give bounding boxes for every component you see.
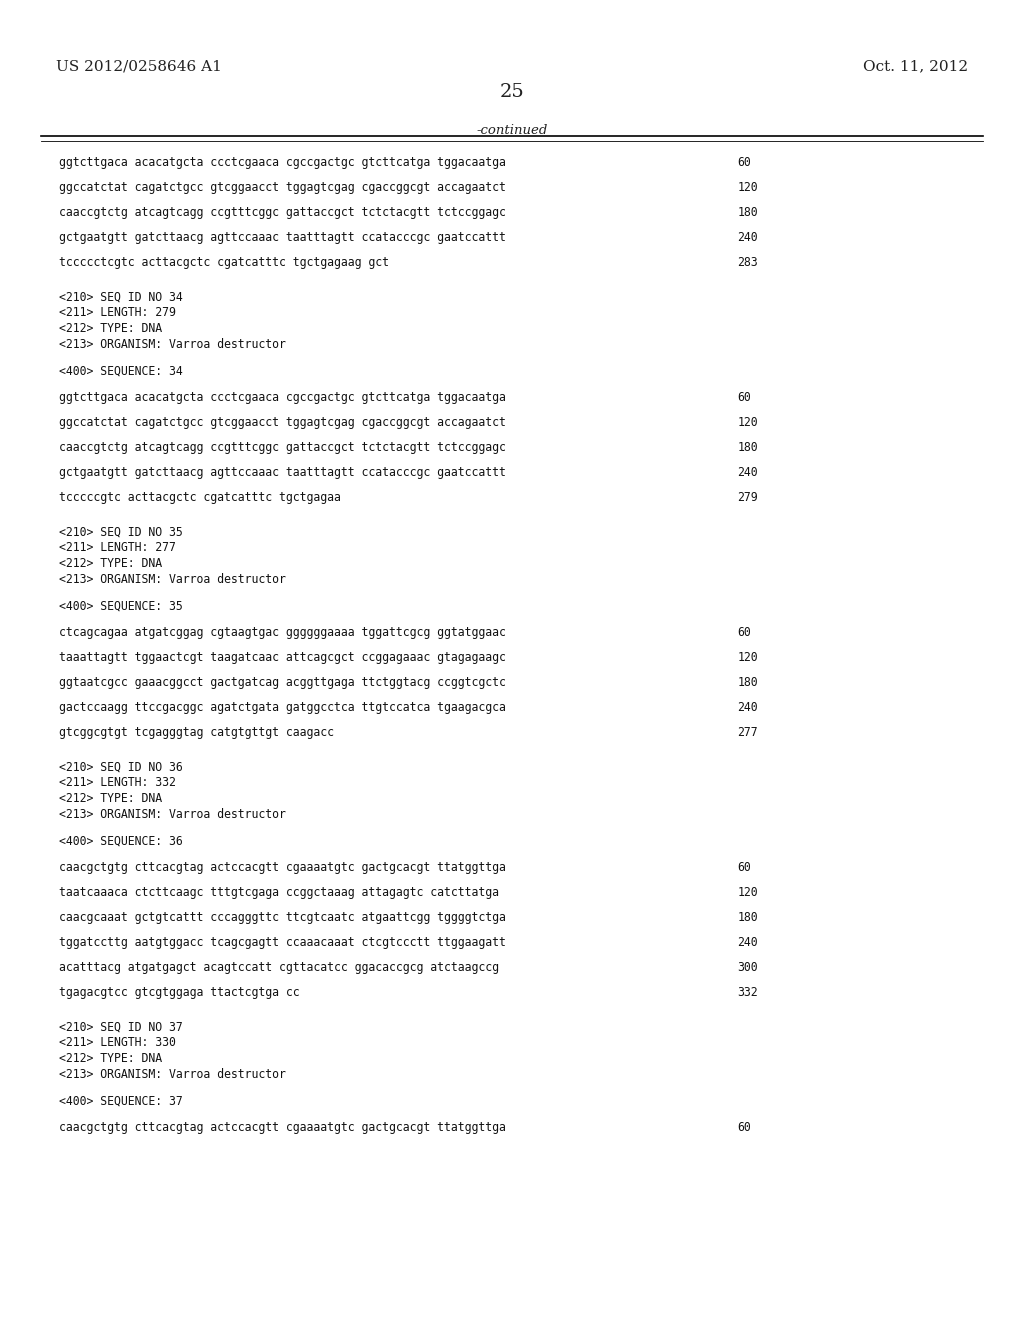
Text: ggccatctat cagatctgcc gtcggaacct tggagtcgag cgaccggcgt accagaatct: ggccatctat cagatctgcc gtcggaacct tggagtc… xyxy=(59,416,506,429)
Text: <210> SEQ ID NO 36: <210> SEQ ID NO 36 xyxy=(59,760,183,774)
Text: <400> SEQUENCE: 36: <400> SEQUENCE: 36 xyxy=(59,834,183,847)
Text: caacgctgtg cttcacgtag actccacgtt cgaaaatgtc gactgcacgt ttatggttga: caacgctgtg cttcacgtag actccacgtt cgaaaat… xyxy=(59,861,506,874)
Text: 283: 283 xyxy=(737,256,758,269)
Text: tgagacgtcc gtcgtggaga ttactcgtga cc: tgagacgtcc gtcgtggaga ttactcgtga cc xyxy=(59,986,300,999)
Text: caacgcaaat gctgtcattt cccagggttc ttcgtcaatc atgaattcgg tggggtctga: caacgcaaat gctgtcattt cccagggttc ttcgtca… xyxy=(59,911,506,924)
Text: gtcggcgtgt tcgagggtag catgtgttgt caagacc: gtcggcgtgt tcgagggtag catgtgttgt caagacc xyxy=(59,726,335,739)
Text: <213> ORGANISM: Varroa destructor: <213> ORGANISM: Varroa destructor xyxy=(59,338,287,351)
Text: -continued: -continued xyxy=(476,124,548,137)
Text: 240: 240 xyxy=(737,231,758,244)
Text: caaccgtctg atcagtcagg ccgtttcggc gattaccgct tctctacgtt tctccggagc: caaccgtctg atcagtcagg ccgtttcggc gattacc… xyxy=(59,206,506,219)
Text: 120: 120 xyxy=(737,416,758,429)
Text: <211> LENGTH: 279: <211> LENGTH: 279 xyxy=(59,306,176,319)
Text: 240: 240 xyxy=(737,701,758,714)
Text: <210> SEQ ID NO 34: <210> SEQ ID NO 34 xyxy=(59,290,183,304)
Text: 332: 332 xyxy=(737,986,758,999)
Text: <212> TYPE: DNA: <212> TYPE: DNA xyxy=(59,792,163,805)
Text: 180: 180 xyxy=(737,441,758,454)
Text: ggccatctat cagatctgcc gtcggaacct tggagtcgag cgaccggcgt accagaatct: ggccatctat cagatctgcc gtcggaacct tggagtc… xyxy=(59,181,506,194)
Text: <210> SEQ ID NO 37: <210> SEQ ID NO 37 xyxy=(59,1020,183,1034)
Text: 60: 60 xyxy=(737,861,751,874)
Text: 120: 120 xyxy=(737,886,758,899)
Text: <211> LENGTH: 330: <211> LENGTH: 330 xyxy=(59,1036,176,1049)
Text: caacgctgtg cttcacgtag actccacgtt cgaaaatgtc gactgcacgt ttatggttga: caacgctgtg cttcacgtag actccacgtt cgaaaat… xyxy=(59,1121,506,1134)
Text: <400> SEQUENCE: 34: <400> SEQUENCE: 34 xyxy=(59,364,183,378)
Text: 300: 300 xyxy=(737,961,758,974)
Text: ctcagcagaa atgatcggag cgtaagtgac ggggggaaaa tggattcgcg ggtatggaac: ctcagcagaa atgatcggag cgtaagtgac gggggga… xyxy=(59,626,506,639)
Text: 180: 180 xyxy=(737,911,758,924)
Text: 120: 120 xyxy=(737,181,758,194)
Text: ggtcttgaca acacatgcta ccctcgaaca cgccgactgc gtcttcatga tggacaatga: ggtcttgaca acacatgcta ccctcgaaca cgccgac… xyxy=(59,391,506,404)
Text: 279: 279 xyxy=(737,491,758,504)
Text: taatcaaaca ctcttcaagc tttgtcgaga ccggctaaag attagagtc catcttatga: taatcaaaca ctcttcaagc tttgtcgaga ccggcta… xyxy=(59,886,500,899)
Text: 25: 25 xyxy=(500,83,524,102)
Text: <212> TYPE: DNA: <212> TYPE: DNA xyxy=(59,557,163,570)
Text: <211> LENGTH: 332: <211> LENGTH: 332 xyxy=(59,776,176,789)
Text: acatttacg atgatgagct acagtccatt cgttacatcc ggacaccgcg atctaagccg: acatttacg atgatgagct acagtccatt cgttacat… xyxy=(59,961,500,974)
Text: gctgaatgtt gatcttaacg agttccaaac taatttagtt ccatacccgc gaatccattt: gctgaatgtt gatcttaacg agttccaaac taattta… xyxy=(59,231,506,244)
Text: Oct. 11, 2012: Oct. 11, 2012 xyxy=(862,59,968,74)
Text: taaattagtt tggaactcgt taagatcaac attcagcgct ccggagaaac gtagagaagc: taaattagtt tggaactcgt taagatcaac attcagc… xyxy=(59,651,506,664)
Text: 277: 277 xyxy=(737,726,758,739)
Text: caaccgtctg atcagtcagg ccgtttcggc gattaccgct tctctacgtt tctccggagc: caaccgtctg atcagtcagg ccgtttcggc gattacc… xyxy=(59,441,506,454)
Text: <213> ORGANISM: Varroa destructor: <213> ORGANISM: Varroa destructor xyxy=(59,808,287,821)
Text: <212> TYPE: DNA: <212> TYPE: DNA xyxy=(59,1052,163,1065)
Text: 60: 60 xyxy=(737,1121,751,1134)
Text: tggatccttg aatgtggacc tcagcgagtt ccaaacaaat ctcgtccctt ttggaagatt: tggatccttg aatgtggacc tcagcgagtt ccaaaca… xyxy=(59,936,506,949)
Text: 60: 60 xyxy=(737,156,751,169)
Text: ggtaatcgcc gaaacggcct gactgatcag acggttgaga ttctggtacg ccggtcgctc: ggtaatcgcc gaaacggcct gactgatcag acggttg… xyxy=(59,676,506,689)
Text: 60: 60 xyxy=(737,391,751,404)
Text: 240: 240 xyxy=(737,936,758,949)
Text: 120: 120 xyxy=(737,651,758,664)
Text: gctgaatgtt gatcttaacg agttccaaac taatttagtt ccatacccgc gaatccattt: gctgaatgtt gatcttaacg agttccaaac taattta… xyxy=(59,466,506,479)
Text: <400> SEQUENCE: 37: <400> SEQUENCE: 37 xyxy=(59,1094,183,1107)
Text: tcccccgtc acttacgctc cgatcatttc tgctgagaa: tcccccgtc acttacgctc cgatcatttc tgctgaga… xyxy=(59,491,341,504)
Text: <211> LENGTH: 277: <211> LENGTH: 277 xyxy=(59,541,176,554)
Text: <213> ORGANISM: Varroa destructor: <213> ORGANISM: Varroa destructor xyxy=(59,573,287,586)
Text: 180: 180 xyxy=(737,676,758,689)
Text: <210> SEQ ID NO 35: <210> SEQ ID NO 35 xyxy=(59,525,183,539)
Text: ggtcttgaca acacatgcta ccctcgaaca cgccgactgc gtcttcatga tggacaatga: ggtcttgaca acacatgcta ccctcgaaca cgccgac… xyxy=(59,156,506,169)
Text: <213> ORGANISM: Varroa destructor: <213> ORGANISM: Varroa destructor xyxy=(59,1068,287,1081)
Text: 240: 240 xyxy=(737,466,758,479)
Text: tccccctcgtc acttacgctc cgatcatttc tgctgagaag gct: tccccctcgtc acttacgctc cgatcatttc tgctga… xyxy=(59,256,389,269)
Text: 60: 60 xyxy=(737,626,751,639)
Text: 180: 180 xyxy=(737,206,758,219)
Text: US 2012/0258646 A1: US 2012/0258646 A1 xyxy=(56,59,222,74)
Text: gactccaagg ttccgacggc agatctgata gatggcctca ttgtccatca tgaagacgca: gactccaagg ttccgacggc agatctgata gatggcc… xyxy=(59,701,506,714)
Text: <212> TYPE: DNA: <212> TYPE: DNA xyxy=(59,322,163,335)
Text: <400> SEQUENCE: 35: <400> SEQUENCE: 35 xyxy=(59,599,183,612)
